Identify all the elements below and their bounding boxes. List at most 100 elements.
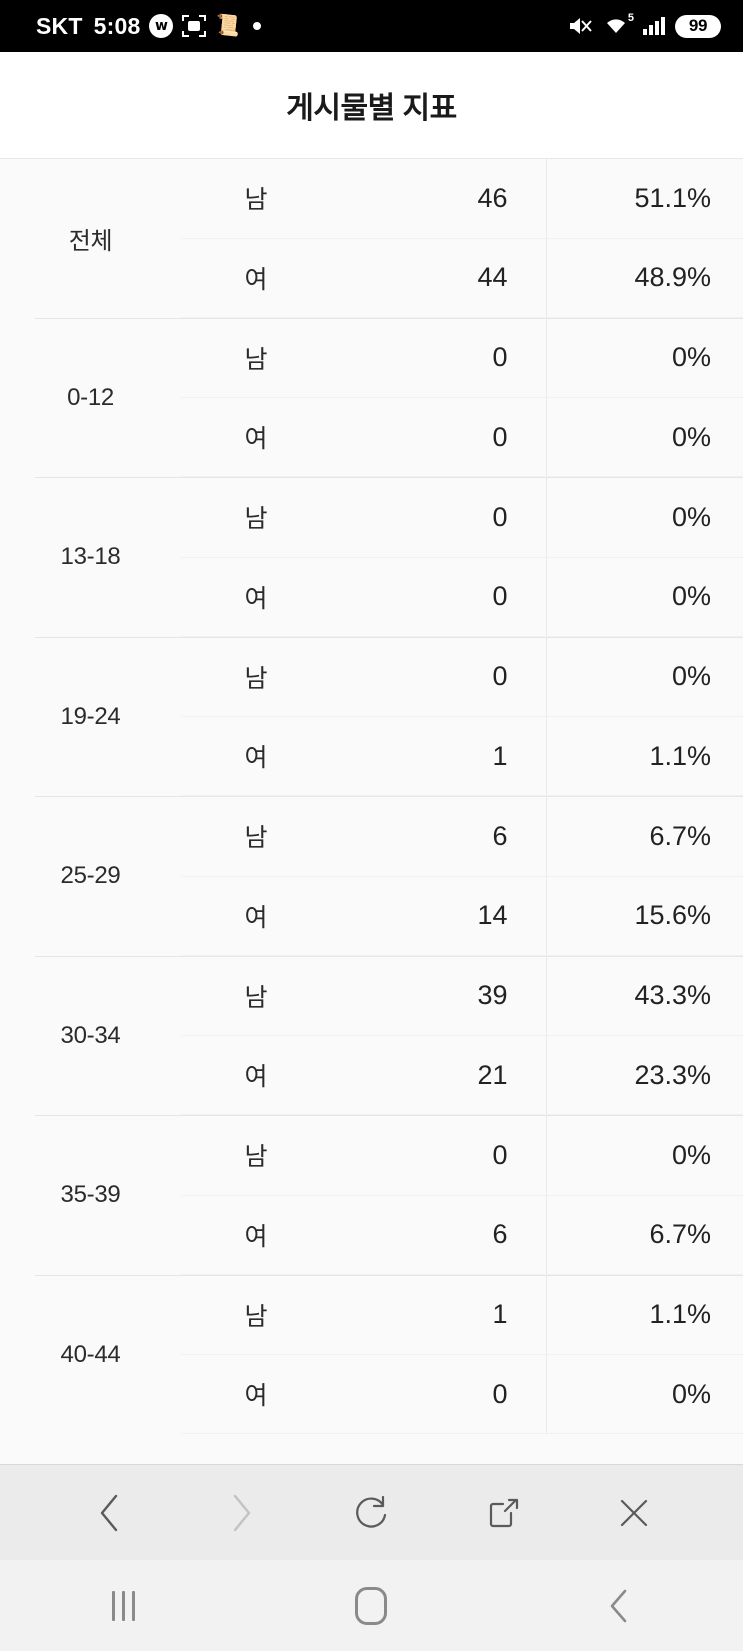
table-row: 여 0 0% xyxy=(0,397,743,477)
count-cell: 0 xyxy=(331,318,547,398)
age-group-label: 35-39 xyxy=(0,1116,181,1274)
metrics-scroll-area[interactable]: 전체 남 46 51.1% 여 44 48.9% 0-12 남 0 0% 여 0 0% 13-18 남 0 0% 여… xyxy=(0,159,743,1464)
age-group-label: 13-18 xyxy=(0,478,181,636)
gender-cell: 남 xyxy=(181,159,331,239)
w-badge-icon: w xyxy=(149,14,174,38)
status-bar-right: 5 99 xyxy=(567,12,721,38)
age-group-separator-cell xyxy=(0,955,743,957)
mute-icon xyxy=(567,15,593,37)
gender-cell: 여 xyxy=(181,557,331,637)
percent-cell: 0% xyxy=(546,478,743,558)
age-group-separator xyxy=(0,795,743,797)
age-group-separator-cell xyxy=(0,636,743,638)
count-cell: 14 xyxy=(331,876,547,956)
count-cell: 0 xyxy=(331,557,547,637)
percent-cell: 0% xyxy=(546,557,743,637)
clock-label: 5:08 xyxy=(93,12,141,39)
signal-icon xyxy=(643,17,665,35)
percent-cell: 0% xyxy=(546,637,743,717)
table-row: 여 0 0% xyxy=(0,557,743,637)
gender-cell: 남 xyxy=(181,318,331,398)
table-row: 40-44 남 1 1.1% xyxy=(0,1275,743,1434)
age-group-separator xyxy=(0,636,743,638)
wifi-icon: 5 xyxy=(603,12,634,38)
gender-cell: 여 xyxy=(181,876,331,956)
back-icon xyxy=(610,1589,627,1622)
count-cell: 46 xyxy=(331,159,547,239)
gender-cell: 남 xyxy=(181,797,331,877)
nav-back-button[interactable] xyxy=(574,1575,664,1637)
count-cell: 0 xyxy=(331,637,547,717)
percent-cell: 51.1% xyxy=(546,159,743,239)
table-row: 25-29 남 6 6.7% xyxy=(0,797,743,955)
gender-cell: 남 xyxy=(181,956,331,1036)
table-row: 여 6 6.7% xyxy=(0,1195,743,1275)
count-cell: 21 xyxy=(331,1035,547,1115)
gender-cell: 남 xyxy=(181,1275,331,1355)
age-group-separator xyxy=(0,476,743,478)
percent-cell: 0% xyxy=(546,1354,743,1434)
forward-button[interactable] xyxy=(209,1481,273,1545)
gender-cell: 여 xyxy=(181,1354,331,1434)
count-cell: 6 xyxy=(331,797,547,877)
table-row: 여 21 23.3% xyxy=(0,1035,743,1115)
table-row: 여 0 0% xyxy=(0,1354,743,1434)
refresh-button[interactable] xyxy=(340,1481,404,1545)
recents-button[interactable] xyxy=(79,1575,169,1637)
age-group-separator xyxy=(0,317,743,319)
percent-cell: 0% xyxy=(546,397,743,477)
wifi-generation-label: 5 xyxy=(627,12,634,24)
count-cell: 0 xyxy=(331,397,547,477)
dot-icon xyxy=(253,22,262,30)
percent-cell: 1.1% xyxy=(546,716,743,796)
table-row: 여 1 1.1% xyxy=(0,716,743,796)
status-bar-left: SKT 5:08 w 📜 xyxy=(36,12,262,40)
demographics-table-body: 전체 남 46 51.1% 여 44 48.9% 0-12 남 0 0% 여 0 0% 13-18 남 0 0% 여… xyxy=(0,159,743,1434)
gender-cell: 여 xyxy=(181,1195,331,1275)
age-group-label: 40-44 xyxy=(0,1275,181,1434)
feather-icon: 📜 xyxy=(214,13,242,39)
percent-cell: 15.6% xyxy=(546,876,743,956)
browser-toolbar xyxy=(0,1464,743,1560)
table-row: 여 44 48.9% xyxy=(0,238,743,318)
age-group-separator-cell xyxy=(0,1114,743,1116)
gender-cell: 여 xyxy=(181,716,331,796)
percent-cell: 23.3% xyxy=(546,1035,743,1115)
gender-cell: 남 xyxy=(181,478,331,558)
age-group-separator-cell xyxy=(0,317,743,319)
android-navigation-bar xyxy=(0,1560,743,1651)
age-group-label: 30-34 xyxy=(0,956,181,1115)
home-button[interactable] xyxy=(326,1575,416,1637)
home-icon xyxy=(355,1586,388,1625)
count-cell: 0 xyxy=(331,478,547,558)
gender-cell: 남 xyxy=(181,637,331,717)
percent-cell: 48.9% xyxy=(546,238,743,318)
percent-cell: 6.7% xyxy=(546,797,743,877)
table-row: 0-12 남 0 0% xyxy=(0,318,743,477)
close-button[interactable] xyxy=(602,1481,666,1545)
age-group-label: 25-29 xyxy=(0,797,181,955)
age-group-label: 0-12 xyxy=(0,318,181,477)
demographics-table: 전체 남 46 51.1% 여 44 48.9% 0-12 남 0 0% 여 0 0% 13-18 남 0 0% 여… xyxy=(0,159,743,1434)
recents-icon xyxy=(112,1590,136,1621)
table-row: 전체 남 46 51.1% xyxy=(0,159,743,317)
gender-cell: 여 xyxy=(181,238,331,318)
table-row: 35-39 남 0 0% xyxy=(0,1116,743,1274)
age-group-label: 전체 xyxy=(0,159,181,317)
gender-cell: 남 xyxy=(181,1116,331,1196)
open-in-browser-button[interactable] xyxy=(471,1481,535,1545)
status-bar: SKT 5:08 w 📜 5 99 xyxy=(0,0,743,52)
gender-cell: 여 xyxy=(181,1035,331,1115)
battery-icon: 99 xyxy=(675,14,721,38)
count-cell: 44 xyxy=(331,238,547,318)
age-group-separator xyxy=(0,1274,743,1276)
percent-cell: 6.7% xyxy=(546,1195,743,1275)
count-cell: 6 xyxy=(331,1195,547,1275)
back-button[interactable] xyxy=(78,1481,142,1545)
age-group-separator-cell xyxy=(0,795,743,797)
percent-cell: 0% xyxy=(546,1116,743,1196)
age-group-separator xyxy=(0,1114,743,1116)
count-cell: 0 xyxy=(331,1116,547,1196)
table-row: 19-24 남 0 0% xyxy=(0,637,743,796)
